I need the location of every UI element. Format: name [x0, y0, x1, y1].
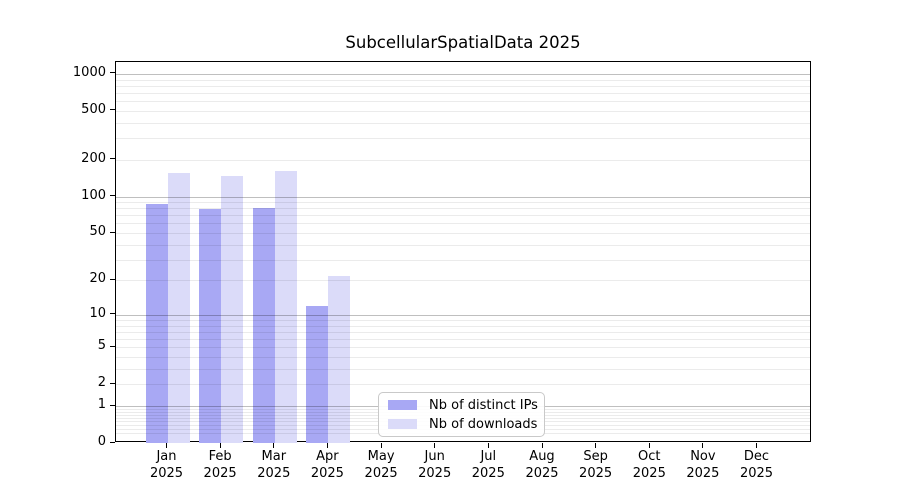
gridline-major — [116, 196, 810, 198]
x-tick-year: 2025 — [632, 465, 666, 481]
x-tick-label: Jan 2025 — [135, 449, 199, 482]
y-tick-label: 2 — [97, 375, 106, 391]
x-tick-mark — [273, 443, 275, 448]
y-tick-mark — [110, 158, 115, 160]
gridline-minor — [116, 138, 810, 140]
x-tick-mark — [702, 443, 704, 448]
gridline-minor — [116, 202, 810, 203]
y-tick-mark — [110, 345, 115, 347]
gridline-major — [116, 73, 810, 75]
y-tick-mark — [110, 278, 115, 280]
legend-item: Nb of downloads — [388, 417, 544, 432]
x-tick-mark — [541, 443, 543, 448]
x-tick-label: Dec 2025 — [725, 449, 789, 482]
y-tick-mark — [110, 195, 115, 196]
x-tick-year: 2025 — [257, 465, 291, 481]
legend: Nb of distinct IPs Nb of downloads — [378, 392, 545, 437]
y-tick-mark — [110, 441, 115, 443]
y-tick-mark — [110, 382, 115, 384]
x-tick-mark — [166, 443, 167, 448]
y-tick-mark — [110, 72, 115, 74]
gridline-minor — [116, 110, 810, 112]
x-tick-mark — [756, 443, 757, 448]
x-tick-label: Oct 2025 — [617, 449, 681, 482]
x-tick-year: 2025 — [579, 465, 613, 481]
x-tick-label: Sep 2025 — [564, 449, 628, 482]
gridline-minor — [116, 85, 810, 87]
x-tick-mark — [434, 443, 436, 448]
x-tick-mark — [326, 443, 328, 448]
y-tick-mark — [110, 231, 115, 233]
x-tick-month: Jan — [156, 449, 177, 464]
gridline-minor — [116, 79, 810, 81]
x-tick-year: 2025 — [310, 465, 344, 481]
x-tick-year: 2025 — [686, 465, 720, 481]
bar-distinct-ips-apr — [306, 306, 329, 443]
y-tick-label: 200 — [81, 150, 106, 166]
legend-label: Nb of downloads — [429, 416, 538, 432]
chart-title: SubcellularSpatialData 2025 — [345, 33, 581, 52]
bar-downloads-feb — [221, 176, 244, 443]
x-tick-month: Nov — [690, 449, 716, 464]
x-tick-month: Jun — [424, 449, 445, 464]
x-tick-mark — [380, 443, 382, 448]
y-tick-mark — [110, 109, 115, 111]
bar-downloads-jan — [167, 173, 190, 443]
x-tick-mark — [219, 443, 221, 448]
x-tick-label: Jun 2025 — [403, 449, 467, 482]
x-tick-year: 2025 — [418, 465, 452, 481]
x-tick-label: Feb 2025 — [188, 449, 252, 482]
bar-distinct-ips-feb — [199, 208, 222, 443]
x-tick-year: 2025 — [203, 465, 237, 481]
x-tick-mark — [648, 443, 650, 448]
y-tick-label: 5 — [97, 338, 106, 354]
bar-distinct-ips-jan — [145, 203, 168, 443]
x-tick-label: Mar 2025 — [242, 449, 306, 482]
y-tick-label: 1 — [97, 397, 106, 412]
legend-label: Nb of distinct IPs — [429, 397, 538, 413]
x-tick-label: Aug 2025 — [510, 449, 574, 482]
y-tick-label: 100 — [81, 187, 106, 203]
gridline-minor — [116, 159, 810, 161]
x-tick-month: Oct — [638, 449, 661, 464]
bar-downloads-apr — [328, 275, 351, 443]
bar-distinct-ips-mar — [252, 208, 275, 443]
gridline-minor — [116, 101, 810, 103]
x-tick-month: Dec — [743, 449, 770, 464]
gridline-minor — [116, 122, 810, 124]
gridline-minor — [116, 93, 810, 94]
x-tick-month: Feb — [208, 449, 232, 464]
y-tick-label: 20 — [89, 271, 106, 287]
legend-swatch-distinct-ips — [388, 400, 417, 410]
legend-item: Nb of distinct IPs — [388, 398, 544, 413]
y-tick-label: 1000 — [72, 64, 106, 80]
x-tick-label: May 2025 — [349, 449, 413, 482]
x-tick-month: Mar — [261, 449, 287, 464]
x-tick-mark — [595, 443, 597, 448]
y-tick-label: 50 — [89, 224, 106, 239]
x-tick-label: Apr 2025 — [295, 449, 359, 482]
x-tick-month: Apr — [316, 449, 339, 464]
legend-swatch-downloads — [388, 419, 417, 429]
x-tick-month: Aug — [529, 449, 555, 464]
x-tick-year: 2025 — [471, 465, 505, 481]
x-tick-mark — [487, 443, 489, 448]
y-tick-label: 500 — [81, 101, 106, 117]
x-tick-month: May — [367, 449, 395, 464]
y-tick-label: 10 — [89, 305, 106, 321]
bar-downloads-mar — [274, 170, 297, 443]
x-tick-month: Sep — [583, 449, 608, 464]
x-tick-month: Jul — [480, 449, 497, 464]
y-tick-mark — [110, 404, 115, 406]
x-tick-label: Nov 2025 — [671, 449, 735, 482]
x-tick-year: 2025 — [364, 465, 398, 481]
x-tick-label: Jul 2025 — [456, 449, 520, 482]
x-tick-year: 2025 — [525, 465, 559, 481]
x-tick-year: 2025 — [739, 465, 774, 481]
plot-area — [115, 61, 811, 443]
x-tick-year: 2025 — [149, 465, 184, 481]
y-tick-label: 0 — [97, 434, 106, 449]
y-tick-mark — [110, 313, 115, 315]
